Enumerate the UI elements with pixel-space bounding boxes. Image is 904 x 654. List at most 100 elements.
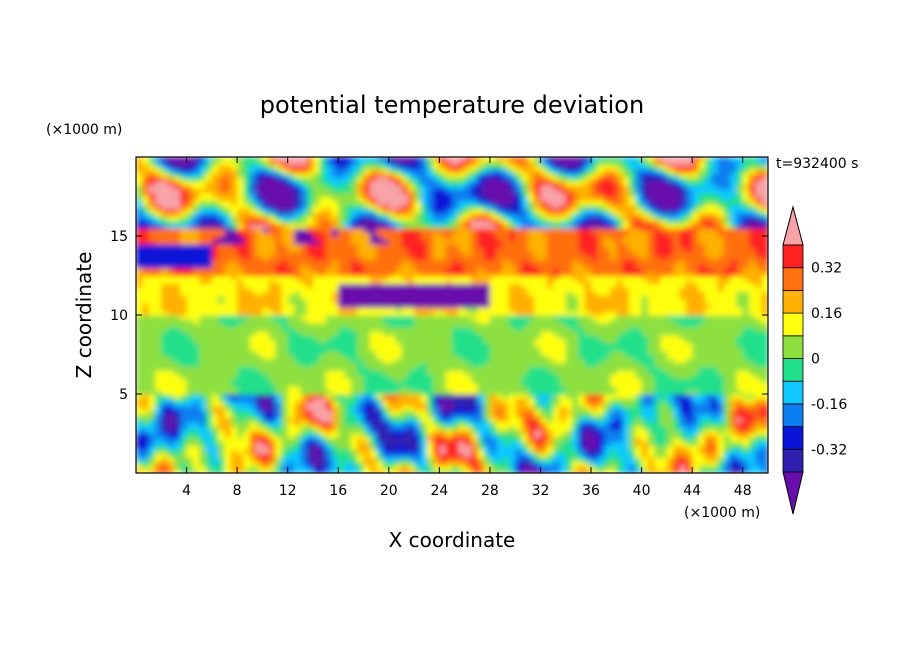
field-cell xyxy=(319,366,327,371)
field-cell xyxy=(711,413,719,419)
field-cell xyxy=(458,465,466,470)
field-cell xyxy=(161,386,169,391)
field-cell xyxy=(635,291,643,296)
field-cell xyxy=(224,465,232,470)
field-cell xyxy=(755,421,763,427)
field-cell xyxy=(376,370,384,375)
field-cell xyxy=(711,449,719,454)
field-cell xyxy=(180,334,188,340)
field-cell xyxy=(395,350,403,356)
field-cell xyxy=(458,275,466,281)
field-cell xyxy=(154,322,162,328)
field-cell xyxy=(723,326,731,332)
field-cell xyxy=(679,390,687,395)
field-cell xyxy=(647,386,655,391)
field-cell xyxy=(268,469,276,473)
field-cell xyxy=(698,318,706,324)
field-cell xyxy=(534,322,542,328)
field-cell xyxy=(388,449,396,454)
field-cell xyxy=(660,401,668,407)
field-cell xyxy=(660,394,668,399)
field-cell xyxy=(496,382,504,387)
field-cell xyxy=(338,307,346,312)
field-cell xyxy=(325,362,333,367)
field-cell xyxy=(565,378,573,383)
field-cell xyxy=(395,453,403,458)
field-cell xyxy=(275,374,282,379)
field-cell xyxy=(199,291,207,296)
field-cell xyxy=(698,457,706,462)
field-cell xyxy=(470,437,478,442)
field-cell xyxy=(344,378,352,383)
field-cell xyxy=(477,382,485,387)
field-cell xyxy=(654,275,662,281)
field-cell xyxy=(148,425,156,431)
field-cell xyxy=(186,397,194,403)
field-cell xyxy=(376,307,384,312)
field-cell xyxy=(483,437,491,442)
field-cell xyxy=(540,457,548,462)
field-cell xyxy=(660,283,668,288)
field-cell xyxy=(572,358,579,363)
field-cell xyxy=(717,405,725,411)
field-cell xyxy=(199,437,207,442)
field-cell xyxy=(154,378,162,383)
field-cell xyxy=(489,457,497,462)
field-cell xyxy=(312,390,320,395)
field-cell xyxy=(382,311,390,316)
field-cell xyxy=(186,433,194,439)
field-cell xyxy=(224,326,232,332)
field-cell xyxy=(730,421,737,427)
field-cell xyxy=(142,315,150,320)
field-cell xyxy=(452,326,459,332)
field-cell xyxy=(584,386,592,391)
field-cell xyxy=(761,315,768,320)
field-cell xyxy=(249,421,257,427)
field-cell xyxy=(344,409,352,415)
field-cell xyxy=(692,409,700,415)
field-cell xyxy=(527,421,535,427)
field-cell xyxy=(350,318,358,324)
field-cell xyxy=(199,397,207,403)
field-cell xyxy=(199,390,207,395)
field-cell xyxy=(647,354,655,360)
field-cell xyxy=(319,362,327,367)
field-cell xyxy=(742,279,750,284)
field-cell xyxy=(439,429,447,435)
field-cell xyxy=(199,311,207,316)
field-cell xyxy=(350,275,358,281)
field-cell xyxy=(186,354,194,360)
field-cell xyxy=(502,401,510,407)
field-cell xyxy=(180,421,188,427)
field-cell xyxy=(439,322,447,328)
field-cell xyxy=(382,413,390,419)
field-cell xyxy=(546,469,554,473)
field-cell xyxy=(730,378,737,383)
field-cell xyxy=(515,453,523,458)
field-cell xyxy=(205,378,213,383)
field-cell xyxy=(218,275,226,281)
field-cell xyxy=(319,429,327,435)
field-cell xyxy=(167,299,175,304)
field-cell xyxy=(211,405,219,411)
field-cell xyxy=(180,362,188,367)
field-cell xyxy=(654,386,662,391)
field-cell xyxy=(167,374,175,379)
field-cell xyxy=(148,441,156,446)
field-cell xyxy=(192,330,200,336)
field-cell xyxy=(742,346,750,352)
field-cell xyxy=(496,394,504,399)
field-cell xyxy=(622,397,630,403)
field-cell xyxy=(376,330,384,336)
field-cell xyxy=(439,409,447,415)
field-cell xyxy=(376,362,384,367)
field-cell xyxy=(218,417,226,423)
field-cell xyxy=(711,322,719,328)
field-cell xyxy=(420,295,428,300)
field-cell xyxy=(344,382,352,387)
field-cell xyxy=(559,366,567,371)
field-cell xyxy=(319,358,327,363)
field-cell xyxy=(268,283,276,288)
field-cell xyxy=(584,326,592,332)
field-cell xyxy=(180,437,188,442)
